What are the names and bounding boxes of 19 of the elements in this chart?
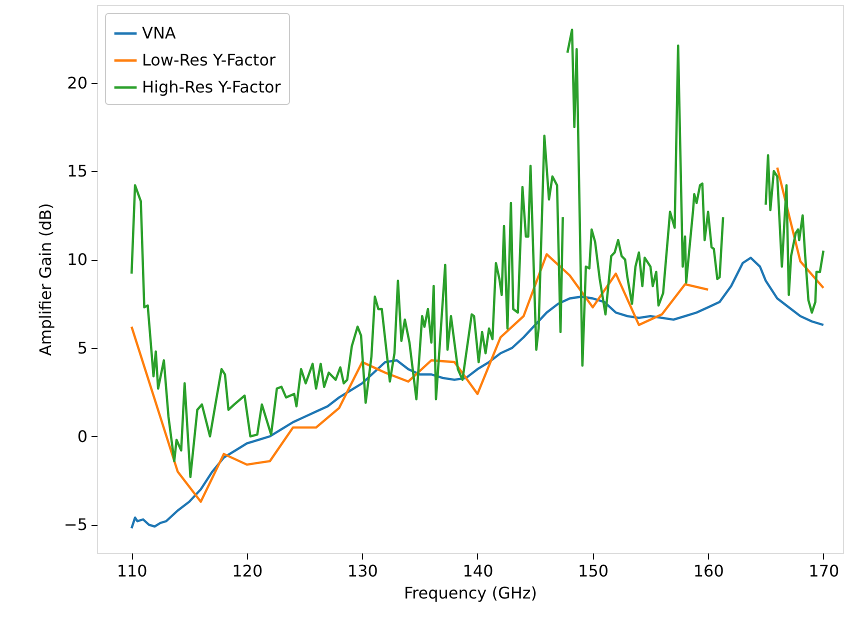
- x-tick-label: 140: [462, 562, 494, 580]
- x-tick-label: 120: [232, 562, 263, 580]
- legend-label: VNA: [142, 24, 176, 42]
- x-tick-label: 170: [808, 562, 840, 580]
- y-tick-label: −5: [64, 515, 88, 534]
- legend-label: High-Res Y-Factor: [142, 78, 282, 96]
- y-tick-label: 5: [77, 338, 88, 358]
- x-tick-label: 150: [578, 562, 609, 580]
- y-tick-label: 0: [77, 426, 88, 446]
- y-axis-title: Amplifier Gain (dB): [36, 203, 55, 356]
- x-axis-title: Frequency (GHz): [404, 584, 538, 602]
- x-tick-label: 130: [347, 562, 378, 580]
- y-tick-label: 10: [67, 250, 88, 270]
- legend-label: Low-Res Y-Factor: [142, 50, 276, 70]
- y-tick-label: 15: [67, 162, 88, 181]
- y-tick-label: 20: [67, 73, 88, 92]
- line-series: [130, 256, 825, 530]
- x-tick-label: 110: [116, 562, 148, 580]
- x-tick-label: 160: [693, 562, 724, 580]
